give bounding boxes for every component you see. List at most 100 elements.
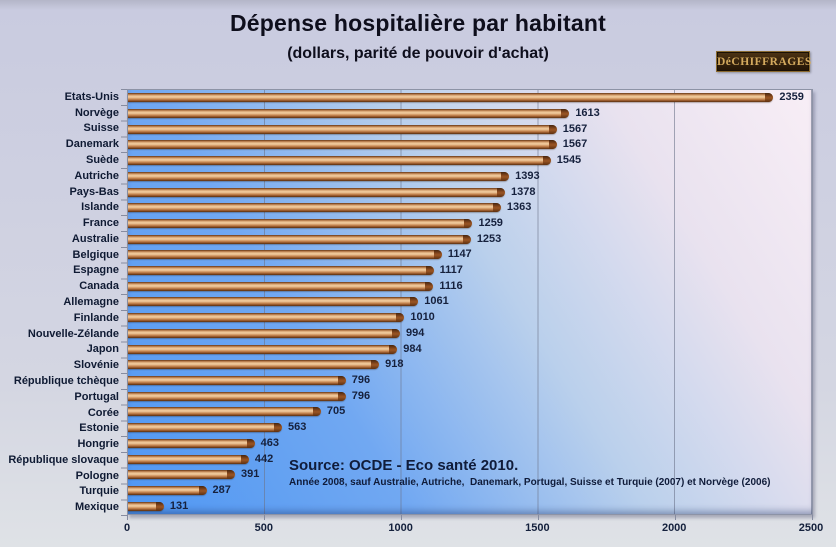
bar <box>128 328 400 338</box>
bar-row: 563 <box>128 420 812 436</box>
x-tick-label: 2000 <box>661 522 687 534</box>
bar-value-label: 705 <box>326 405 346 418</box>
bar-row: 1378 <box>128 184 812 200</box>
dechiffrages-logo: DéCHIFFRAGES <box>716 51 811 72</box>
bar <box>128 470 235 480</box>
country-label: Australie <box>71 232 119 245</box>
bar-row: 1253 <box>128 231 812 247</box>
bar <box>128 344 398 354</box>
country-label: Pays-Bas <box>69 185 119 198</box>
country-label: Corée <box>87 406 119 419</box>
bar-value-label: 796 <box>351 374 371 386</box>
country-label: Norvège <box>74 106 119 119</box>
country-label: République tchèque <box>13 374 119 387</box>
bar <box>128 93 774 103</box>
bar-value-label: 984 <box>403 342 422 355</box>
country-label: Nouvelle-Zélande <box>27 327 119 340</box>
country-label: Canada <box>79 280 119 293</box>
bar-row: 131 <box>128 498 812 514</box>
bar-value-label: 1253 <box>476 232 502 245</box>
bar <box>128 313 405 323</box>
bar-value-label: 1378 <box>511 185 536 198</box>
bar-row: 463 <box>128 435 812 451</box>
bar <box>128 360 380 370</box>
bar-row: 796 <box>128 373 812 389</box>
bar-value-label: 994 <box>405 326 425 339</box>
bar-value-label: 1393 <box>515 169 540 182</box>
country-label: Belgique <box>72 248 119 261</box>
bar-value-label: 1061 <box>424 295 449 308</box>
country-label: Mexique <box>74 501 119 514</box>
bar <box>128 203 501 213</box>
bar-value-label: 391 <box>240 468 260 481</box>
bar-value-label: 918 <box>385 358 404 371</box>
bar-row: 1613 <box>128 106 812 122</box>
bar-value-label: 1259 <box>478 216 503 229</box>
bar-row: 1567 <box>128 121 812 137</box>
x-tick-label: 1500 <box>525 522 550 534</box>
bar-row: 796 <box>128 388 812 404</box>
bar-value-label: 1116 <box>439 279 463 292</box>
bar-row: 391 <box>128 467 812 483</box>
bar <box>128 485 207 495</box>
country-label: Islande <box>81 201 119 214</box>
country-label: Portugal <box>74 390 119 403</box>
bar <box>128 501 164 511</box>
bar-value-label: 1147 <box>447 248 472 261</box>
bar-row: 705 <box>128 404 812 420</box>
bar <box>128 171 510 181</box>
bar <box>128 187 506 197</box>
country-label: Espagne <box>73 264 119 277</box>
source-line1: Source: OCDE - Eco santé 2010. <box>289 457 519 474</box>
bar-row: 1363 <box>128 200 812 216</box>
bar-row: 984 <box>128 341 812 357</box>
chart-subtitle: (dollars, parité de pouvoir d'achat) <box>287 45 549 62</box>
x-tick-label: 2500 <box>798 522 824 534</box>
bar-value-label: 2359 <box>779 91 804 104</box>
bar-value-label: 442 <box>254 452 274 465</box>
chart-title: Dépense hospitalière par habitant <box>230 10 606 36</box>
country-label: Hongrie <box>77 438 119 451</box>
bar-row: 1147 <box>128 247 812 263</box>
bar <box>128 438 255 448</box>
country-label: Finlande <box>73 311 119 324</box>
bar-value-label: 463 <box>260 436 280 449</box>
country-label: Danemark <box>65 138 119 151</box>
bar-row: 1061 <box>128 294 812 310</box>
bar-row: 918 <box>128 357 812 373</box>
bar <box>128 156 551 166</box>
bar-row: 1116 <box>128 278 812 294</box>
bar-value-label: 131 <box>169 499 189 512</box>
bar <box>128 297 419 307</box>
country-label: République slovaque <box>8 453 119 466</box>
bar <box>128 281 434 291</box>
bar-value-label: 1117 <box>439 264 463 277</box>
country-label: Japon <box>86 343 119 356</box>
bar-value-label: 287 <box>212 483 231 496</box>
x-tick-label: 500 <box>254 522 273 534</box>
bar <box>128 423 283 433</box>
country-label: Turquie <box>79 485 119 498</box>
bar-row: 1567 <box>128 137 812 153</box>
bar <box>128 376 346 385</box>
country-label: Slovénie <box>73 359 119 372</box>
bar <box>128 124 557 134</box>
bar-row: 442 <box>128 451 812 467</box>
y-axis-ticks <box>121 89 127 516</box>
bar <box>128 250 442 260</box>
country-label: Allemagne <box>63 296 119 309</box>
bar <box>128 454 249 464</box>
bar-row: 1010 <box>128 310 812 326</box>
x-tick-label: 0 <box>123 522 131 534</box>
country-label: France <box>82 217 119 230</box>
bar <box>128 266 434 276</box>
bar-row: 1259 <box>128 216 812 232</box>
country-label: Autriche <box>74 169 119 182</box>
bar <box>128 234 471 244</box>
bar-value-label: 796 <box>351 389 371 402</box>
x-axis-labels: 0 500 1000 1500 2000 2500 <box>123 522 823 538</box>
bar-row: 1393 <box>128 169 812 185</box>
country-label: Suède <box>85 154 119 167</box>
bar-row: 2359 <box>128 90 812 106</box>
country-labels: Etats-Unis Norvège Suisse Danemark Suède Autr… <box>0 89 119 515</box>
